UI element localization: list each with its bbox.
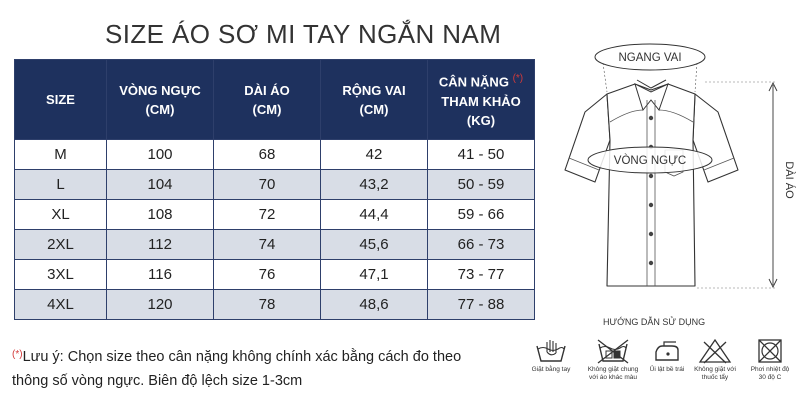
table-header-row: SIZE VÒNG NGỰC (CM) DÀI ÁO (CM) RỘNG VAI…: [14, 59, 535, 140]
no-tumble-dry-icon: [758, 339, 782, 363]
cell-shoulder: 47,1: [320, 259, 428, 290]
shoulder-guide-line: [602, 62, 608, 93]
note-line: (*)Lưu ý: Chọn size theo cân nặng không …: [12, 345, 461, 369]
care-label: Giặt bằng tay: [531, 366, 571, 373]
cell-length: 74: [213, 229, 321, 260]
cell-weight: 77 - 88: [427, 289, 535, 320]
shoulder-guide-line: [694, 62, 698, 93]
asterisk-mark: (*): [12, 349, 23, 360]
header-line: CÂN NẶNG (*): [430, 69, 532, 91]
cell-size: M: [14, 139, 107, 170]
care-label: 30 độ C: [758, 374, 782, 381]
header-length: DÀI ÁO (CM): [213, 59, 321, 140]
care-label: Không giặt với: [694, 366, 736, 373]
cell-length: 72: [213, 199, 321, 230]
table-row: 3XL 116 76 47,1 73 - 77: [14, 259, 535, 290]
care-item: Ủi lật bề trái: [636, 338, 698, 374]
note-line: thông số vòng ngực. Biên độ lệch size 1-…: [12, 373, 303, 389]
header-line: VÒNG NGỰC: [119, 82, 201, 98]
shoulder-ellipse: [594, 43, 706, 71]
cell-shoulder: 48,6: [320, 289, 428, 320]
header-line: DÀI ÁO: [244, 82, 290, 98]
header-line: (CM): [145, 101, 175, 117]
cell-weight: 73 - 77: [427, 259, 535, 290]
cell-weight: 41 - 50: [427, 139, 535, 170]
table-row: XL 108 72 44,4 59 - 66: [14, 199, 535, 230]
cell-weight: 66 - 73: [427, 229, 535, 260]
shirt-yoke: [609, 109, 694, 123]
table-row: M 100 68 42 41 - 50: [14, 139, 535, 170]
care-label: Ủi lật bề trái: [649, 366, 685, 373]
table-row: L 104 70 43,2 50 - 59: [14, 169, 535, 200]
care-label: Không giặt chung: [587, 366, 639, 373]
cell-length: 68: [213, 139, 321, 170]
no-mixed-wash-icon: [597, 339, 629, 364]
chest-label: VÒNG NGỰC: [614, 154, 686, 167]
cell-chest: 120: [106, 289, 214, 320]
cell-length: 78: [213, 289, 321, 320]
cell-weight: 59 - 66: [427, 199, 535, 230]
length-label: DÀI ÁO: [783, 161, 796, 199]
header-line: THAM KHẢO: [441, 93, 521, 109]
asterisk-mark: (*): [512, 73, 524, 85]
care-item: Phơi nhiệt độ 30 độ C: [739, 338, 801, 382]
note-text: Lưu ý: Chọn size theo cân nặng không chí…: [22, 349, 462, 365]
header-size: SIZE: [14, 59, 107, 140]
cell-chest: 112: [106, 229, 214, 260]
table-row: 4XL 120 78 48,6 77 - 88: [14, 289, 535, 320]
care-label: với áo khác màu: [589, 374, 637, 381]
chest-ellipse: [587, 146, 713, 174]
size-note: (*)Lưu ý: Chọn size theo cân nặng không …: [12, 345, 461, 393]
cell-size: XL: [14, 199, 107, 230]
cell-weight: 50 - 59: [427, 169, 535, 200]
cell-length: 70: [213, 169, 321, 200]
care-item: Không giặt chung với áo khác màu: [582, 338, 644, 382]
cell-size: 2XL: [14, 229, 107, 260]
guide-title: HƯỚNG DẪN SỬ DỤNG: [603, 317, 706, 327]
page-title: SIZE ÁO SƠ MI TAY NGẮN NAM: [105, 19, 502, 49]
cell-shoulder: 42: [320, 139, 428, 170]
shirt-diagram: NGANG VAI VÒNG NGỰC DÀI ÁO: [564, 43, 796, 289]
cell-shoulder: 44,4: [320, 199, 428, 230]
header-line: (KG): [466, 112, 496, 128]
header-line: SIZE: [46, 92, 75, 107]
cell-length: 76: [213, 259, 321, 290]
size-table: SIZE VÒNG NGỰC (CM) DÀI ÁO (CM) RỘNG VAI…: [14, 59, 535, 320]
cell-chest: 116: [106, 259, 214, 290]
cell-size: 4XL: [14, 289, 107, 320]
header-chest: VÒNG NGỰC (CM): [106, 59, 214, 140]
header-line: RỘNG VAI: [342, 82, 406, 98]
sleeve-hem: [568, 157, 735, 171]
hand-wash-icon: [536, 340, 566, 362]
care-item: Không giặt với thuốc tẩy: [684, 338, 746, 382]
cell-shoulder: 43,2: [320, 169, 428, 200]
cell-size: 3XL: [14, 259, 107, 290]
cell-size: L: [14, 169, 107, 200]
shoulder-label: NGANG VAI: [618, 52, 681, 64]
header-weight: CÂN NẶNG (*) THAM KHẢO (KG): [427, 59, 535, 140]
cell-chest: 100: [106, 139, 214, 170]
iron-low-icon: [655, 341, 679, 361]
length-arrow-head: [768, 81, 778, 289]
care-label: Phơi nhiệt độ: [750, 366, 790, 373]
shirt-outline: [564, 83, 739, 287]
no-bleach-icon: [698, 338, 732, 364]
header-shoulder: RỘNG VAI (CM): [320, 59, 428, 140]
header-line: (CM): [252, 101, 282, 117]
header-line: (CM): [359, 101, 389, 117]
table-row: 2XL 112 74 45,6 66 - 73: [14, 229, 535, 260]
care-item: Giặt bằng tay: [520, 338, 582, 374]
care-label: thuốc tẩy: [701, 374, 729, 381]
cell-chest: 104: [106, 169, 214, 200]
cell-chest: 108: [106, 199, 214, 230]
header-line-text: CÂN NẶNG: [438, 74, 509, 90]
cell-shoulder: 45,6: [320, 229, 428, 260]
